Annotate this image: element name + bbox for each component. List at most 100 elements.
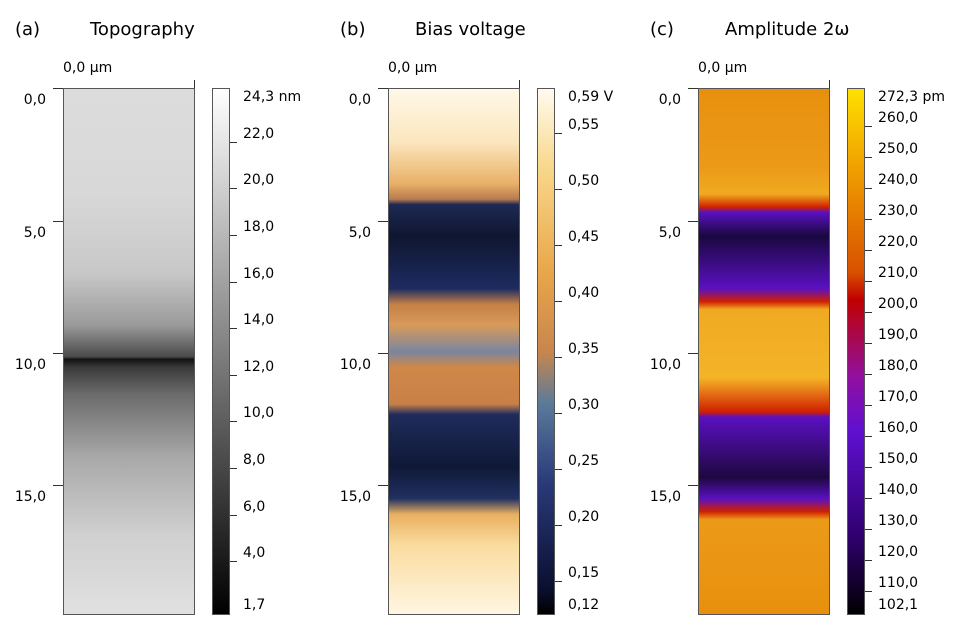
colorbar-tick — [865, 311, 872, 313]
colorbar-label: 4,0 — [243, 545, 266, 562]
colorbar-label: 160,0 — [878, 419, 919, 436]
colorbar-tick — [230, 468, 237, 470]
colorbar-tick — [865, 435, 872, 437]
colorbar-label: 180,0 — [878, 357, 919, 374]
colorbar-label: 0,50 — [568, 172, 600, 189]
y-tick-label: 10,0 — [14, 357, 46, 373]
colorbar-tick — [865, 559, 872, 561]
y-tick — [53, 221, 63, 222]
colorbar-label: 16,0 — [243, 265, 275, 282]
x-origin-label: 0,0 µm — [388, 60, 438, 76]
colorbar-label: 0,45 — [568, 228, 600, 245]
colorbar-label: 150,0 — [878, 450, 919, 467]
y-tick — [53, 353, 63, 354]
colorbar-tick — [230, 234, 237, 236]
colorbar-tick — [230, 141, 237, 143]
top-axis-end-tick — [519, 80, 520, 88]
colorbar-tick — [555, 413, 562, 415]
colorbar-tick — [865, 497, 872, 499]
colorbar-label: 0,35 — [568, 341, 600, 358]
colorbar-tick — [865, 188, 872, 189]
colorbar-label: 240,0 — [878, 172, 919, 188]
colorbar-tick — [555, 244, 562, 246]
panel-letter: (b) — [340, 19, 366, 40]
colorbar-tick — [555, 301, 562, 303]
scan-image — [388, 88, 520, 615]
colorbar-label: 1,7 — [243, 597, 266, 613]
y-tick-label: 5,0 — [658, 225, 681, 241]
colorbar-label: 190,0 — [878, 326, 919, 343]
scan-image — [63, 88, 195, 615]
colorbar-tick — [555, 188, 562, 190]
colorbar-label: 0,30 — [568, 397, 600, 414]
colorbar-tick — [865, 249, 872, 251]
colorbar-label: 220,0 — [878, 233, 919, 250]
colorbar-label: 18,0 — [243, 218, 275, 235]
top-axis-end-tick — [194, 80, 195, 88]
panel-title: Topography — [90, 19, 195, 40]
colorbar-label: 20,0 — [243, 172, 275, 189]
panel-title: Amplitude 2ω — [725, 19, 850, 40]
colorbar-label: 0,40 — [568, 285, 600, 302]
y-tick — [688, 485, 698, 486]
colorbar-label: 0,55 — [568, 116, 600, 133]
y-tick — [53, 88, 63, 89]
y-tick — [688, 353, 698, 354]
colorbar-label: 24,3 nm — [243, 89, 302, 105]
colorbar-label: 200,0 — [878, 295, 919, 312]
colorbar-tick — [555, 525, 562, 527]
y-tick-label: 10,0 — [649, 357, 681, 373]
colorbar-label: 12,0 — [243, 358, 275, 375]
colorbar-tick — [865, 126, 872, 128]
y-tick-label: 15,0 — [339, 489, 371, 505]
colorbar-label: 140,0 — [878, 481, 919, 498]
colorbar-tick — [865, 342, 872, 344]
colorbar-label: 230,0 — [878, 202, 919, 219]
colorbar-label: 0,20 — [568, 509, 600, 526]
y-tick — [378, 353, 388, 354]
colorbar-tick — [230, 328, 237, 330]
colorbar-label: 0,59 V — [568, 89, 614, 105]
colorbar-tick — [230, 514, 237, 516]
colorbar-tick — [865, 466, 872, 468]
colorbar-tick — [865, 528, 872, 530]
colorbar-tick — [555, 357, 562, 359]
y-tick — [378, 221, 388, 222]
y-tick-label: 0,0 — [23, 92, 46, 108]
colorbar-tick — [230, 188, 237, 190]
colorbar-label: 272,3 pm — [878, 89, 946, 105]
colorbar-label: 0,15 — [568, 565, 600, 582]
colorbar-label: 0,12 — [568, 597, 600, 613]
colorbar-tick — [230, 561, 237, 563]
top-axis-end-tick — [829, 80, 830, 88]
colorbar-tick — [865, 218, 872, 220]
y-tick-label: 0,0 — [348, 92, 371, 108]
colorbar-tick — [865, 373, 872, 375]
colorbar-label: 250,0 — [878, 141, 919, 158]
colorbar-label: 8,0 — [243, 452, 266, 469]
colorbar — [537, 88, 555, 615]
colorbar-label: 22,0 — [243, 125, 275, 142]
colorbar-label: 0,25 — [568, 453, 600, 470]
colorbar-tick — [555, 132, 562, 134]
colorbar-tick — [865, 157, 872, 159]
colorbar — [212, 88, 230, 615]
x-origin-label: 0,0 µm — [698, 60, 748, 76]
colorbar-tick — [230, 421, 237, 423]
y-tick-label: 0,0 — [658, 92, 681, 108]
x-origin-label: 0,0 µm — [63, 60, 113, 76]
y-tick — [378, 88, 388, 89]
colorbar-tick — [555, 469, 562, 471]
y-tick-label: 10,0 — [339, 357, 371, 373]
y-tick-label: 15,0 — [649, 489, 681, 505]
colorbar-label: 260,0 — [878, 110, 919, 127]
colorbar-label: 102,1 — [878, 597, 919, 613]
colorbar-label: 170,0 — [878, 388, 919, 405]
colorbar — [847, 88, 865, 615]
colorbar-label: 210,0 — [878, 264, 919, 281]
panel-letter: (c) — [650, 19, 674, 40]
y-tick — [378, 485, 388, 486]
y-tick — [688, 88, 698, 89]
colorbar-tick — [865, 280, 872, 282]
colorbar-label: 6,0 — [243, 498, 266, 515]
